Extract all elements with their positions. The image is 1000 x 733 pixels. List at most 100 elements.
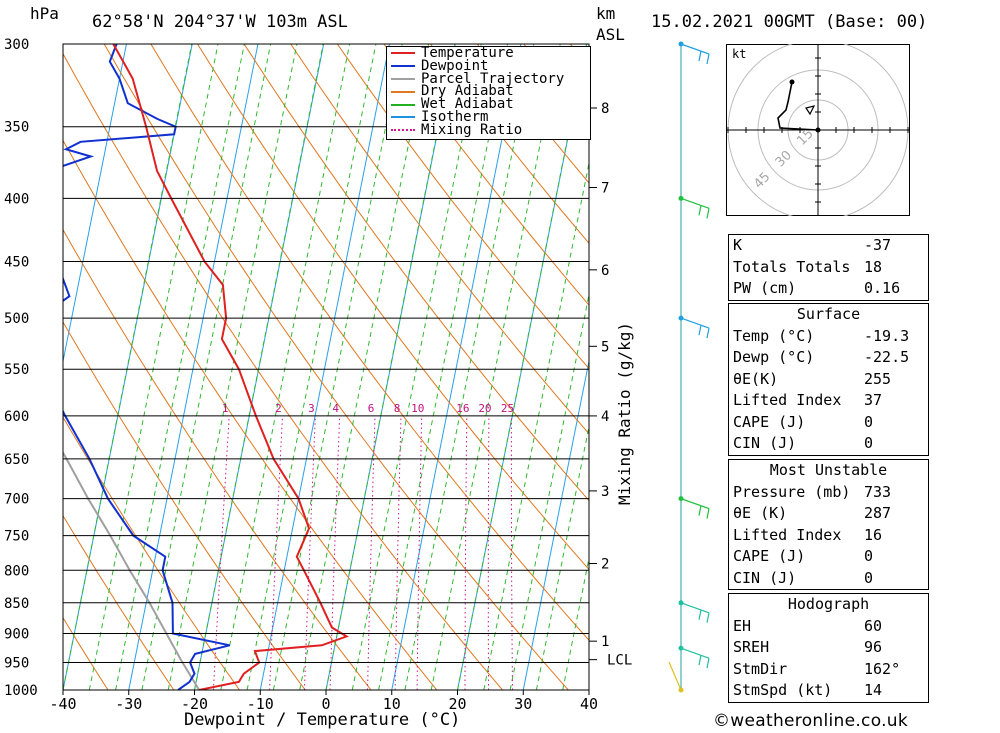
km-tick-label: 1 <box>601 634 609 650</box>
pressure-tick-label: 400 <box>4 191 29 207</box>
index-value: -22.5 <box>864 348 910 366</box>
index-value: 0 <box>864 412 874 431</box>
wet-adiabat-line <box>378 44 508 690</box>
legend-swatch <box>391 103 415 106</box>
km-unit-label: km <box>596 4 616 23</box>
legend-item: Isotherm <box>387 108 590 125</box>
x-tick-label: -30 <box>115 695 142 713</box>
wet-adiabat-line <box>299 44 429 690</box>
pressure-tick-label: 800 <box>4 563 29 579</box>
skewt-chart: 3003504004505005506006507007508008509009… <box>4 37 720 713</box>
copyright-link[interactable]: ©weatheronline.co.uk <box>713 711 909 731</box>
legend-item: Dewpoint <box>387 57 590 74</box>
wet-adiabat-line <box>404 44 535 690</box>
dry-adiabat-line <box>103 44 569 690</box>
index-label: StmSpd (kt) <box>733 681 833 699</box>
wind-barb <box>668 661 682 691</box>
index-row: Totals Totals 18 <box>729 257 928 279</box>
wet-adiabat-line <box>272 44 403 690</box>
mixing-ratio-label: 3 <box>308 402 315 415</box>
km-tick-label: 6 <box>601 263 609 279</box>
x-tick-label: 20 <box>448 695 466 713</box>
wind-barb <box>680 317 710 339</box>
isotherm-line <box>128 44 259 690</box>
mixing-ratio-label: 8 <box>394 402 401 415</box>
wet-adiabat-line <box>351 44 482 690</box>
dry-adiabat-line <box>710 44 720 690</box>
index-label: SREH <box>733 638 770 656</box>
index-label: CAPE (J) <box>733 412 806 431</box>
pressure-tick-label: 500 <box>4 311 29 327</box>
mixing-ratio-line <box>510 415 513 690</box>
mixing-ratio-label: 2 <box>275 402 282 415</box>
wet-adiabat-line <box>220 44 351 690</box>
index-value: 96 <box>864 638 883 656</box>
dry-adiabat-line <box>570 44 589 68</box>
legend-item: Wet Adiabat <box>387 97 590 111</box>
index-row: CIN (J) 0 <box>729 433 928 455</box>
index-label: Dewp (°C) <box>733 348 815 366</box>
parcel-trajectory-line <box>63 450 200 690</box>
index-value: 18 <box>864 257 883 276</box>
index-row: K -37 <box>729 235 928 257</box>
dry-adiabat-line <box>63 139 438 690</box>
pressure-tick-label: 750 <box>4 529 29 545</box>
location-title: 62°58'N 204°37'W 103m ASL <box>92 12 348 32</box>
mixing-ratio-line <box>303 415 316 690</box>
hodograph-trace <box>777 81 819 131</box>
mixing-ratio-line <box>394 415 402 690</box>
hodograph-indices-table: Hodograph EH 60 SREH 96 StmDir 162° StmSpd (kt… <box>728 593 929 703</box>
dry-adiabat-line <box>383 44 589 306</box>
pressure-tick-label: 550 <box>4 362 29 378</box>
most-unstable-title: Most Unstable <box>769 461 888 479</box>
legend-item: Temperature <box>387 46 590 60</box>
index-value: -19.3 <box>864 326 910 345</box>
x-tick-label: 0 <box>321 695 330 713</box>
mixing-ratio-line <box>464 415 468 690</box>
hodograph-origin-point <box>815 127 821 133</box>
mixing-ratio-line <box>416 415 423 690</box>
index-label: Totals Totals <box>733 257 851 276</box>
pressure-tick-label: 850 <box>4 596 29 612</box>
legend-label: Isotherm <box>421 108 489 125</box>
isotherm-line <box>63 44 127 364</box>
isotherm-line <box>259 44 390 690</box>
dry-adiabat-line <box>63 416 240 690</box>
x-tick-label: 10 <box>383 695 401 713</box>
index-row: θE(K) 255 <box>729 369 928 391</box>
legend-label: Dewpoint <box>421 57 489 74</box>
index-value: 14 <box>864 681 883 699</box>
wet-adiabat-line <box>167 44 298 690</box>
legend-item: Parcel Trajectory <box>387 70 590 87</box>
index-row: CAPE (J) 0 <box>729 546 928 568</box>
index-row: Lifted Index 37 <box>729 390 928 412</box>
x-tick-label: 40 <box>580 695 598 713</box>
index-label: Lifted Index <box>733 525 842 544</box>
wind-barb <box>680 43 710 65</box>
index-row: Pressure (mb) 733 <box>729 482 928 504</box>
wind-barb <box>680 197 710 219</box>
mixing-ratio-label: 1 <box>222 402 229 415</box>
storm-motion-marker <box>805 105 816 116</box>
wind-barb <box>680 498 710 519</box>
x-axis-label: Dewpoint / Temperature (°C) <box>184 710 461 730</box>
index-row: CIN (J) 0 <box>729 568 928 590</box>
basic-indices-table: K -37 Totals Totals 18 PW (cm) 0.16 <box>728 234 929 301</box>
km-tick-label: 3 <box>601 484 609 500</box>
mixing-ratio-line <box>329 415 341 690</box>
index-value: 0 <box>864 547 874 565</box>
index-value: 37 <box>864 391 883 409</box>
legend-label: Parcel Trajectory <box>421 70 565 87</box>
km-tick-label: 5 <box>601 339 609 355</box>
mixing-ratio-label: 6 <box>368 402 375 415</box>
legend-item: Dry Adiabat <box>387 85 590 98</box>
mixing-ratio-label: 20 <box>478 402 491 415</box>
mixing-ratio-axis-label: Mixing Ratio (g/kg) <box>615 321 634 505</box>
plot-frame <box>62 43 590 691</box>
km-tick-label: 4 <box>601 409 609 425</box>
km-tick-label: 7 <box>601 181 609 197</box>
pressure-tick-label: 650 <box>4 452 29 468</box>
mixing-ratio-line <box>487 415 490 690</box>
index-label: CIN (J) <box>733 434 797 452</box>
mixing-ratio-label: 16 <box>456 402 469 415</box>
